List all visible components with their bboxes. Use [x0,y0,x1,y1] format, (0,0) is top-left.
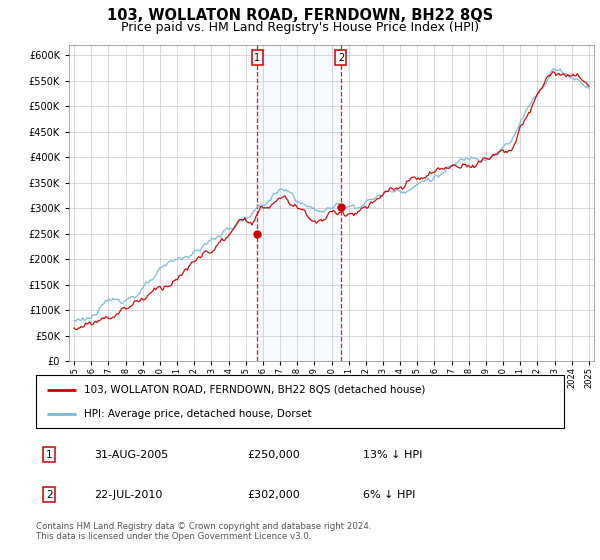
Text: 13% ↓ HPI: 13% ↓ HPI [364,450,423,460]
FancyBboxPatch shape [36,375,564,428]
Text: 31-AUG-2005: 31-AUG-2005 [94,450,169,460]
Text: £250,000: £250,000 [247,450,300,460]
Text: Price paid vs. HM Land Registry's House Price Index (HPI): Price paid vs. HM Land Registry's House … [121,21,479,34]
Text: 1: 1 [46,450,53,460]
Text: 103, WOLLATON ROAD, FERNDOWN, BH22 8QS (detached house): 103, WOLLATON ROAD, FERNDOWN, BH22 8QS (… [83,385,425,395]
Text: 2: 2 [338,53,344,63]
Text: 1: 1 [254,53,260,63]
Text: 103, WOLLATON ROAD, FERNDOWN, BH22 8QS: 103, WOLLATON ROAD, FERNDOWN, BH22 8QS [107,8,493,23]
Text: 22-JUL-2010: 22-JUL-2010 [94,489,163,500]
Text: 2: 2 [46,489,53,500]
Text: HPI: Average price, detached house, Dorset: HPI: Average price, detached house, Dors… [83,409,311,419]
Text: Contains HM Land Registry data © Crown copyright and database right 2024.
This d: Contains HM Land Registry data © Crown c… [36,522,371,542]
Text: £302,000: £302,000 [247,489,300,500]
Text: 6% ↓ HPI: 6% ↓ HPI [364,489,416,500]
Bar [256,45,342,361]
